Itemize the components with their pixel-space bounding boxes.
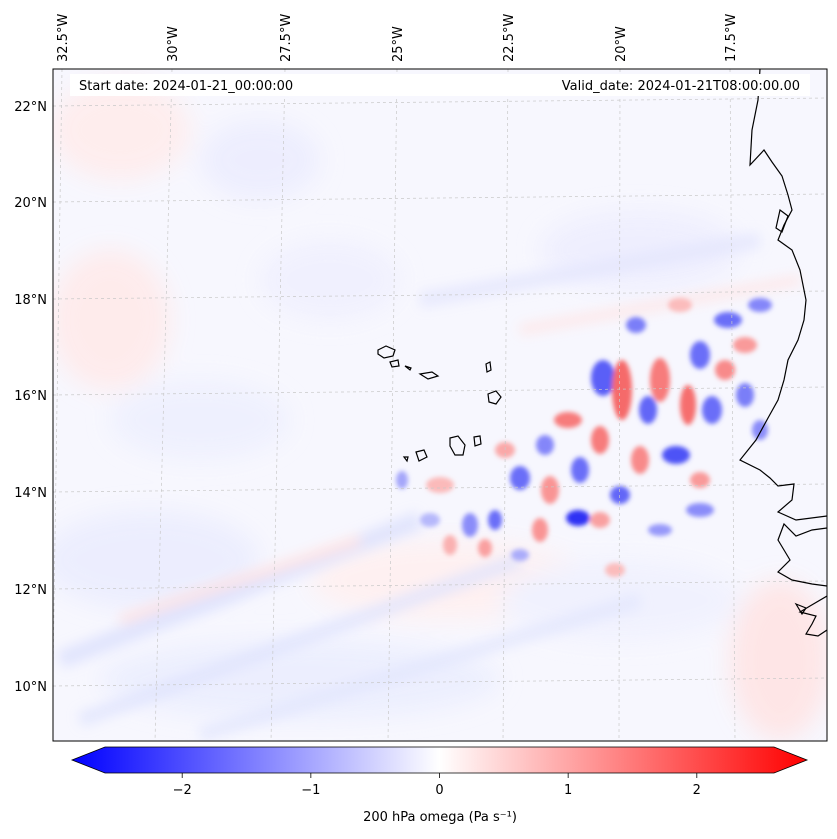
lat-label: 14°N: [14, 486, 47, 501]
lon-label: 17.5°W: [724, 14, 739, 62]
lat-label: 10°N: [14, 680, 47, 695]
lon-label: 30°W: [166, 26, 181, 62]
lat-label: 16°N: [14, 389, 47, 404]
map-frame: [52, 68, 828, 742]
header-strip: [70, 74, 810, 96]
start-date-label: Start date: 2024-01-21_00:00:00: [79, 79, 293, 94]
lat-label: 12°N: [14, 583, 47, 598]
lon-label: 32.5°W: [56, 14, 71, 62]
valid-date-label: Valid_date: 2024-01-21T08:00:00.00: [562, 79, 800, 94]
colorbar-tick-label: 0: [435, 783, 443, 798]
colorbar: −2 −1 0 1 2 200 hPa omega (Pa s⁻¹): [70, 746, 809, 825]
lat-label: 22°N: [14, 100, 47, 115]
omega-active-region: [396, 298, 772, 577]
colorbar-tick-label: 1: [564, 783, 572, 798]
lon-label: 25°W: [391, 26, 406, 62]
colorbar-tick-label: −1: [301, 783, 320, 798]
lon-label: 20°W: [614, 26, 629, 62]
lat-label: 20°N: [14, 196, 47, 211]
graticule: [53, 69, 827, 741]
latitude-labels: 22°N 20°N 18°N 16°N 14°N 12°N 10°N: [14, 100, 47, 695]
african-coastline: [739, 69, 827, 637]
colorbar-label: 200 hPa omega (Pa s⁻¹): [363, 810, 517, 825]
colorbar-tick-label: 2: [693, 783, 701, 798]
colorbar-bar: [70, 746, 809, 774]
longitude-labels: 32.5°W 30°W 27.5°W 25°W 22.5°W 20°W 17.5…: [56, 14, 739, 62]
colorbar-ticks: −2 −1 0 1 2: [173, 773, 701, 798]
cape-verde-islands: [377, 345, 502, 463]
colorbar-tick-label: −2: [173, 783, 192, 798]
lon-label: 27.5°W: [279, 14, 294, 62]
map-panel: Start date: 2024-01-21_00:00:00 Valid_da…: [53, 69, 827, 741]
omega-bands: [56, 232, 801, 741]
lon-label: 22.5°W: [502, 14, 517, 62]
lat-label: 18°N: [14, 293, 47, 308]
